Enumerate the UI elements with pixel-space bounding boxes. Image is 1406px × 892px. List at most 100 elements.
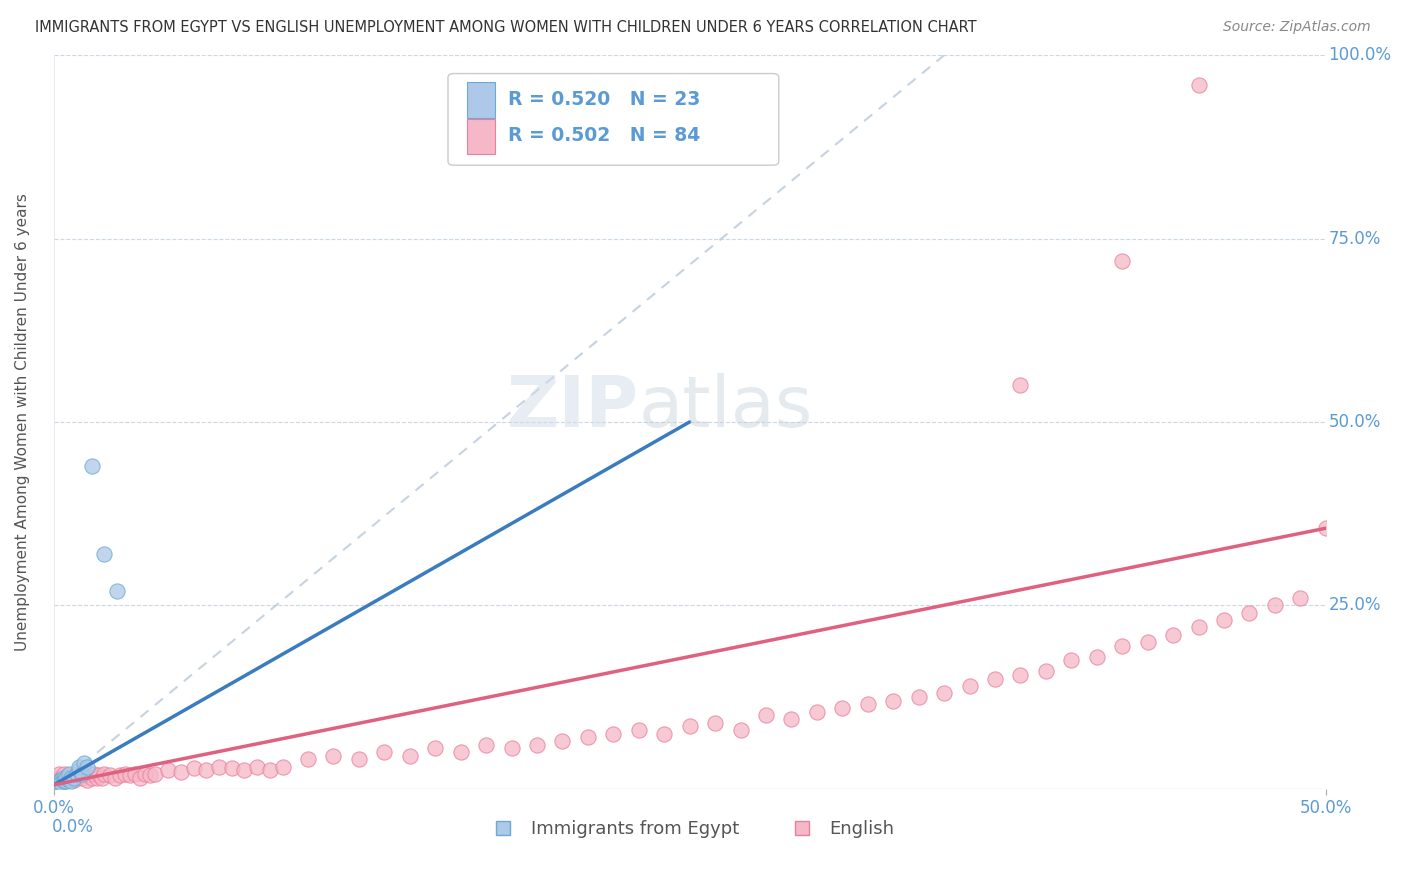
Point xyxy=(157,763,180,777)
Point xyxy=(526,738,548,752)
Point xyxy=(51,772,73,787)
Point xyxy=(83,767,105,781)
Text: R = 0.502   N = 84: R = 0.502 N = 84 xyxy=(508,127,700,145)
Point xyxy=(984,672,1007,686)
Point xyxy=(425,741,447,756)
Point xyxy=(98,768,121,782)
Point xyxy=(755,708,778,723)
Point xyxy=(246,759,269,773)
Point xyxy=(1010,378,1032,392)
Point xyxy=(58,768,80,782)
Point xyxy=(475,738,498,752)
Point xyxy=(48,774,70,789)
Point xyxy=(129,771,152,785)
Point xyxy=(1085,649,1108,664)
Point xyxy=(730,723,752,737)
Point xyxy=(233,763,256,777)
Point xyxy=(347,752,370,766)
Point xyxy=(704,715,727,730)
Point xyxy=(93,547,115,561)
Point xyxy=(1060,653,1083,667)
Point xyxy=(959,679,981,693)
Point xyxy=(70,771,93,785)
Point xyxy=(93,767,115,781)
Point xyxy=(67,759,90,773)
Point xyxy=(1315,521,1337,535)
Point xyxy=(91,771,114,785)
Point xyxy=(1111,639,1133,653)
Point xyxy=(48,767,70,781)
Point xyxy=(1264,598,1286,612)
Point xyxy=(76,772,98,787)
Point xyxy=(576,730,599,744)
Point xyxy=(322,748,344,763)
Point xyxy=(55,774,77,789)
Point xyxy=(1213,613,1236,627)
Point xyxy=(145,767,167,781)
Text: 25.0%: 25.0% xyxy=(1329,596,1381,615)
Text: R = 0.520   N = 23: R = 0.520 N = 23 xyxy=(508,90,700,109)
Point xyxy=(170,765,193,780)
Point xyxy=(51,771,73,785)
Text: atlas: atlas xyxy=(638,373,813,442)
Point xyxy=(51,776,73,790)
Point xyxy=(48,775,70,789)
Point xyxy=(60,774,83,789)
Point xyxy=(55,771,77,785)
Point xyxy=(934,686,956,700)
Point xyxy=(108,768,131,782)
Point xyxy=(907,690,929,704)
Point xyxy=(55,771,77,785)
Text: IMMIGRANTS FROM EGYPT VS ENGLISH UNEMPLOYMENT AMONG WOMEN WITH CHILDREN UNDER 6 : IMMIGRANTS FROM EGYPT VS ENGLISH UNEMPLO… xyxy=(35,20,977,35)
Point xyxy=(297,752,319,766)
Point xyxy=(221,761,243,775)
Point xyxy=(1010,668,1032,682)
Point xyxy=(124,767,146,781)
Point xyxy=(1161,627,1184,641)
Point xyxy=(1035,664,1057,678)
Point xyxy=(60,771,83,785)
Point xyxy=(1187,78,1209,92)
Point xyxy=(76,759,98,773)
Text: Source: ZipAtlas.com: Source: ZipAtlas.com xyxy=(1223,20,1371,34)
Point xyxy=(882,693,904,707)
Point xyxy=(65,768,87,782)
Point xyxy=(501,741,523,756)
Y-axis label: Unemployment Among Women with Children Under 6 years: Unemployment Among Women with Children U… xyxy=(15,193,30,651)
Point xyxy=(52,771,75,785)
Point xyxy=(58,767,80,781)
Point xyxy=(652,726,675,740)
Point xyxy=(73,768,96,782)
Point xyxy=(63,772,86,787)
Point xyxy=(77,767,100,781)
Text: 0.0%: 0.0% xyxy=(52,818,94,836)
Point xyxy=(831,701,853,715)
Bar xyxy=(467,119,495,154)
Point xyxy=(602,726,624,740)
Point xyxy=(1239,606,1261,620)
Point xyxy=(67,763,90,777)
Point xyxy=(86,771,108,785)
Point xyxy=(67,767,90,781)
Point xyxy=(105,583,128,598)
Point xyxy=(398,748,420,763)
Point xyxy=(60,771,83,785)
Text: ZIP: ZIP xyxy=(506,373,638,442)
FancyBboxPatch shape xyxy=(449,73,779,165)
Point xyxy=(63,771,86,785)
Point xyxy=(89,768,111,782)
Point xyxy=(65,767,87,781)
Point xyxy=(45,771,67,785)
Point xyxy=(1289,591,1312,605)
Point xyxy=(259,763,281,777)
Point xyxy=(70,767,93,781)
Point xyxy=(139,768,162,782)
Point xyxy=(1187,620,1209,634)
Point xyxy=(271,759,294,773)
Point xyxy=(80,771,103,785)
Point xyxy=(80,458,103,473)
Text: 50.0%: 50.0% xyxy=(1329,413,1381,431)
Text: 75.0%: 75.0% xyxy=(1329,229,1381,248)
Point xyxy=(856,697,879,711)
Point xyxy=(52,774,75,789)
